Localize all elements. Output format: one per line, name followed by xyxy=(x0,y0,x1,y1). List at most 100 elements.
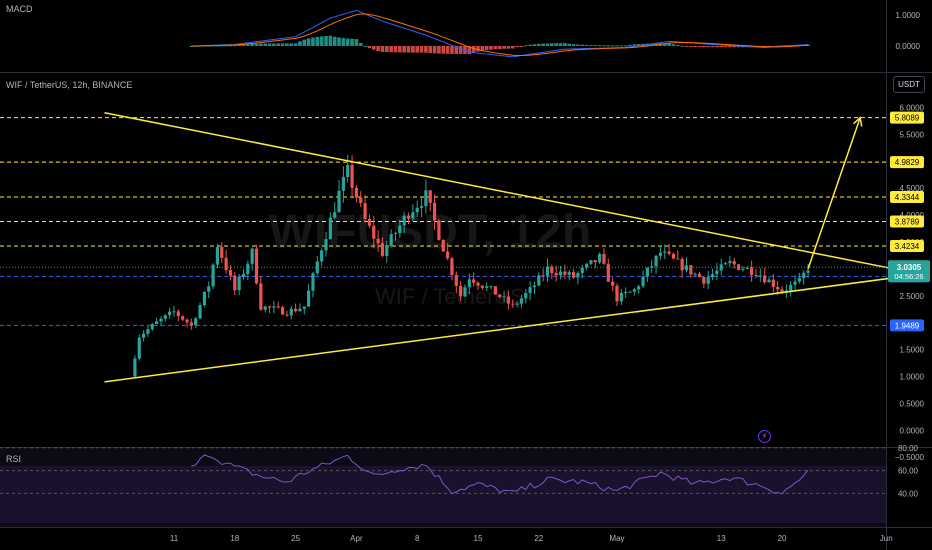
macd-bar xyxy=(541,43,545,46)
level-tag xyxy=(890,240,924,253)
macd-bar xyxy=(480,46,485,51)
macd-bar xyxy=(380,46,385,52)
candle-body xyxy=(611,281,615,286)
candle-body xyxy=(641,276,645,287)
candle-body xyxy=(181,316,185,320)
macd-bar xyxy=(728,46,732,48)
candle-body xyxy=(584,263,589,268)
candle-body xyxy=(406,215,411,219)
macd-bar xyxy=(389,46,393,53)
candle-body xyxy=(767,279,771,283)
candle-body xyxy=(354,187,359,198)
candle-body xyxy=(732,261,736,265)
candle-body xyxy=(571,272,576,278)
candle-body xyxy=(771,279,775,287)
candle-body xyxy=(472,279,476,283)
macd-bar xyxy=(684,46,689,47)
macd-bar xyxy=(419,46,424,53)
projection-arrow xyxy=(807,117,861,270)
candle-body xyxy=(741,268,745,270)
macd-bar xyxy=(680,45,684,47)
level-tag xyxy=(890,319,924,332)
candle-body xyxy=(476,282,480,286)
macd-bar xyxy=(510,46,515,49)
candle-body xyxy=(728,261,732,264)
macd-bar xyxy=(558,43,563,46)
macd-bar xyxy=(437,46,441,54)
price-tick: 1.5000 xyxy=(900,346,925,355)
candle-body xyxy=(363,203,367,219)
macd-bar xyxy=(424,46,428,53)
candle-body xyxy=(697,273,702,278)
macd-bar xyxy=(259,43,263,46)
projection-arrow-head xyxy=(853,116,863,127)
macd-bar xyxy=(515,46,519,48)
candle-body xyxy=(146,329,150,334)
macd-bar xyxy=(432,46,437,54)
macd-bar xyxy=(667,43,671,46)
macd-bar xyxy=(571,44,576,46)
time-label: Apr xyxy=(350,534,363,543)
lightning-icon[interactable]: ⚡ xyxy=(758,430,771,443)
price-tick: 0.0000 xyxy=(900,426,925,435)
candle-body xyxy=(763,275,767,283)
candle-body xyxy=(550,266,554,274)
macd-bar xyxy=(628,44,632,46)
candle-body xyxy=(159,318,163,322)
candle-body xyxy=(797,278,801,282)
macd-bar xyxy=(311,37,315,46)
candle-body xyxy=(254,248,259,284)
candle-body xyxy=(237,277,241,291)
candle-body xyxy=(424,190,428,207)
candle-body xyxy=(228,270,233,276)
macd-bar xyxy=(246,44,250,46)
macd-bar xyxy=(398,46,402,53)
candle-body xyxy=(780,289,784,292)
macd-signal-line xyxy=(191,13,809,57)
candle-body xyxy=(272,306,276,308)
price-tick: 5.5000 xyxy=(900,130,925,139)
macd-bar xyxy=(497,46,502,50)
candle-body xyxy=(150,324,154,330)
macd-bar xyxy=(597,45,602,47)
macd-bar xyxy=(619,45,624,47)
candle-body xyxy=(298,308,302,312)
candle-body xyxy=(141,333,146,338)
macd-bar xyxy=(341,38,346,46)
price-tick: 6.0000 xyxy=(900,103,925,112)
level-tag xyxy=(890,215,924,228)
macd-bar xyxy=(602,45,606,47)
candle-body xyxy=(359,197,363,204)
currency-button[interactable]: USDT xyxy=(893,76,925,93)
time-label: 22 xyxy=(534,534,543,543)
candle-body xyxy=(467,279,471,288)
rsi-tick: 60.00 xyxy=(898,467,919,476)
candle-body xyxy=(341,177,345,191)
candle-body xyxy=(606,263,610,282)
candle-body xyxy=(654,255,658,267)
macd-bar xyxy=(554,43,558,46)
macd-bar xyxy=(545,43,550,46)
macd-bar xyxy=(476,46,480,52)
macd-bar xyxy=(367,46,372,49)
candle-body xyxy=(389,234,393,246)
candle-body xyxy=(789,284,793,291)
candle-body xyxy=(428,190,432,203)
level-tag-label: 4.9829 xyxy=(895,158,920,167)
macd-bar xyxy=(710,46,715,48)
candle-body xyxy=(224,257,228,271)
candle-body xyxy=(706,277,710,284)
candle-body xyxy=(346,164,350,178)
macd-bar xyxy=(298,41,302,46)
macd-bar xyxy=(532,44,537,46)
candle-body xyxy=(589,260,593,264)
macd-bar xyxy=(228,45,233,47)
macd-bar xyxy=(697,46,702,47)
candle-body xyxy=(198,305,202,319)
level-tag xyxy=(890,111,924,124)
macd-bar xyxy=(675,45,680,47)
candle-body xyxy=(220,247,224,258)
level-tag-label: 3.4234 xyxy=(895,242,920,251)
candle-body xyxy=(393,233,398,235)
